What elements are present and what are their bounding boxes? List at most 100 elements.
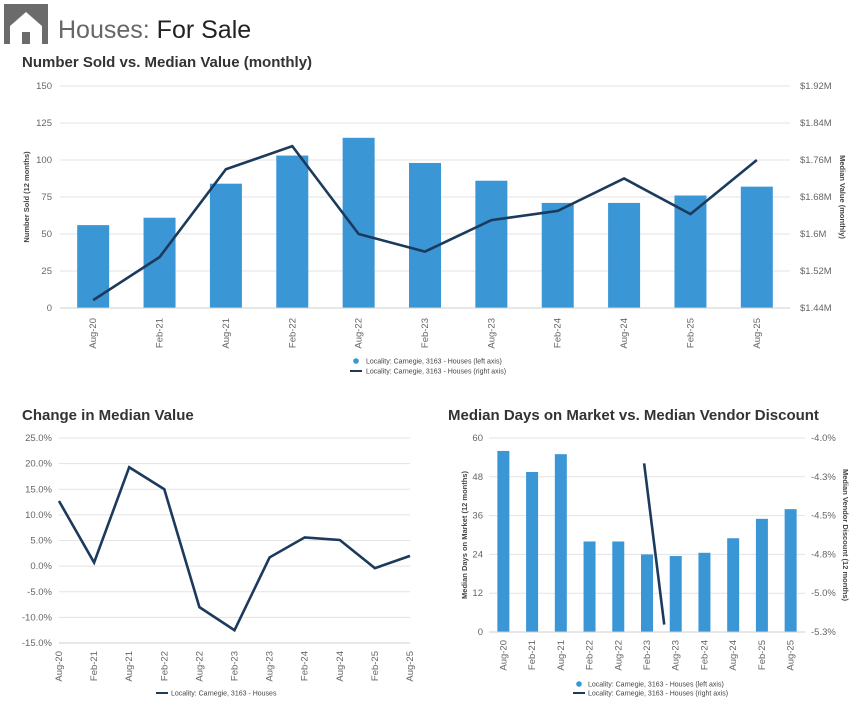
x-tick-label: Aug-20 [54, 651, 65, 682]
y2-tick-label: -4.3% [811, 472, 836, 483]
x-tick-label: Aug-20 [88, 318, 99, 349]
y2-tick-label: -5.3% [811, 627, 836, 638]
bar [669, 556, 682, 632]
y-tick-label: 75 [41, 192, 52, 203]
y-tick-label: -15.0% [22, 638, 53, 649]
x-tick-label: Feb-24 [699, 640, 710, 670]
page-title-part1: Houses: [58, 16, 150, 44]
y-tick-label: 0 [478, 627, 483, 638]
x-tick-label: Aug-21 [221, 318, 232, 349]
legend-bar-label: Locality: Carnegie, 3163 - Houses (left … [588, 682, 724, 689]
legend-bar-swatch [353, 358, 359, 364]
bar [612, 541, 625, 632]
x-tick-label: Aug-23 [671, 640, 682, 671]
x-tick-label: Aug-22 [613, 640, 624, 671]
y-tick-label: 125 [36, 118, 52, 129]
y-tick-label: 50 [41, 229, 52, 240]
legend-bar-label: Locality: Carnegie, 3163 - Houses (left … [366, 359, 502, 366]
y-tick-label: 100 [36, 155, 52, 166]
y2-tick-label: $1.6M [800, 229, 826, 240]
y2-tick-label: -5.0% [811, 588, 836, 599]
x-tick-label: Feb-22 [585, 640, 596, 670]
bar [698, 552, 711, 632]
chart-change-median: Change in Median Value -15.0% -10.0% -5.0% 0… [22, 407, 416, 698]
y-axis-label: Median Days on Market (12 months) [460, 471, 469, 599]
chart-title: Median Days on Market vs. Median Vendor … [448, 407, 819, 424]
x-tick-label: Feb-25 [370, 651, 381, 681]
x-tick-label: Feb-22 [159, 651, 170, 681]
y-axis-label: Number Sold (12 months) [22, 151, 31, 243]
bar [276, 155, 309, 308]
x-tick-label: Aug-21 [124, 651, 135, 682]
x-tick-label: Aug-25 [786, 640, 797, 671]
line-series [92, 144, 758, 302]
y-tick-label: 10.0% [25, 510, 52, 521]
y2-tick-label: $1.92M [800, 81, 832, 92]
x-tick-label: Feb-24 [300, 651, 311, 681]
y-tick-label: 25.0% [25, 433, 52, 444]
bar [77, 225, 110, 308]
x-tick-label: Feb-25 [757, 640, 768, 670]
y2-tick-label: -4.0% [811, 433, 836, 444]
chart-days-vs-discount: Median Days on Market vs. Median Vendor … [448, 407, 850, 698]
x-tick-label: Aug-24 [335, 651, 346, 682]
y2-tick-label: $1.68M [800, 192, 832, 203]
x-tick-label: Feb-23 [230, 651, 241, 681]
legend-line-label: Locality: Carnegie, 3163 - Houses [171, 691, 277, 698]
page-title-part2: For Sale [156, 16, 252, 44]
y2-tick-label: -4.8% [811, 549, 836, 560]
y-tick-label: 24 [472, 549, 483, 560]
chart-sold-vs-value: Number Sold vs. Median Value (monthly) 0 2… [22, 54, 847, 376]
y-tick-label: 15.0% [25, 484, 52, 495]
x-tick-label: Feb-21 [89, 651, 100, 681]
bar [641, 554, 653, 632]
y-tick-label: 60 [472, 433, 483, 444]
bar [740, 186, 773, 308]
bar [727, 538, 740, 632]
line-series [642, 463, 666, 625]
legend-line-label: Locality: Carnegie, 3163 - Houses (right… [588, 691, 728, 698]
page-title: Houses: For Sale [58, 16, 251, 45]
x-tick-label: Aug-25 [752, 318, 763, 349]
bar [209, 183, 242, 308]
x-tick-label: Feb-23 [642, 640, 653, 670]
page-header: Houses: For Sale [0, 0, 852, 50]
y-tick-label: 20.0% [25, 459, 52, 470]
x-tick-label: Aug-20 [498, 640, 509, 671]
bar [755, 518, 768, 632]
y-tick-label: 0.0% [30, 561, 52, 572]
chart-title: Change in Median Value [22, 407, 194, 424]
y2-axis-label: Median Value (monthly) [838, 155, 847, 239]
x-tick-label: Aug-24 [619, 318, 630, 349]
y2-tick-label: $1.52M [800, 266, 832, 277]
bar [526, 471, 539, 632]
bar [784, 509, 797, 632]
y-tick-label: 5.0% [30, 536, 52, 547]
bar [497, 450, 510, 632]
line-series [57, 465, 411, 633]
x-tick-label: Feb-24 [553, 318, 564, 348]
x-tick-label: Feb-23 [420, 318, 431, 348]
bar [409, 162, 441, 308]
x-tick-label: Aug-22 [354, 318, 365, 349]
y-tick-label: 36 [472, 511, 483, 522]
y2-tick-label: -4.5% [811, 511, 836, 522]
y-tick-label: 150 [36, 81, 52, 92]
x-tick-label: Aug-25 [405, 651, 416, 682]
legend-line-label: Locality: Carnegie, 3163 - Houses (right… [366, 369, 506, 376]
y2-tick-label: $1.76M [800, 155, 832, 166]
chart-title: Number Sold vs. Median Value (monthly) [22, 54, 312, 71]
bar [342, 137, 375, 308]
house-icon [4, 4, 48, 44]
bar [674, 195, 707, 308]
y-tick-label: -10.0% [22, 612, 53, 623]
x-tick-label: Feb-21 [527, 640, 538, 670]
bar [541, 202, 574, 308]
x-tick-label: Aug-23 [486, 318, 497, 349]
bar [475, 180, 508, 308]
x-tick-label: Aug-22 [194, 651, 205, 682]
legend-bar-swatch [576, 681, 582, 687]
y2-tick-label: $1.84M [800, 118, 832, 129]
x-tick-label: Feb-21 [155, 318, 166, 348]
x-tick-label: Aug-21 [556, 640, 567, 671]
